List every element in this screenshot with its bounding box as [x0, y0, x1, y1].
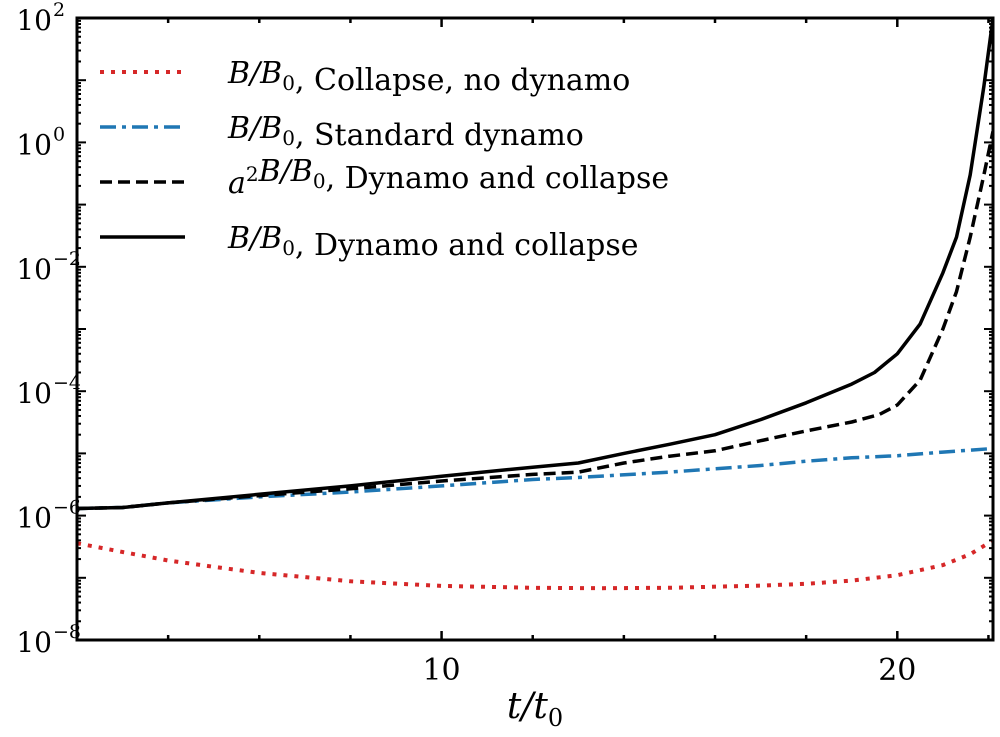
- legend: B/B0, Collapse, no dynamo B/B0, Standard …: [100, 56, 669, 263]
- y-tick-label: 10: [16, 626, 52, 659]
- series-line-3: [77, 18, 993, 511]
- legend-label-3: B/B0, Dynamo and collapse: [227, 221, 639, 263]
- x-tick-label: 20: [878, 653, 916, 688]
- legend-label-0: B/B0, Collapse, no dynamo: [227, 56, 630, 98]
- y-tick-label: 10: [16, 4, 52, 37]
- series-line-2: [77, 131, 993, 511]
- y-tick-exponent: −6: [53, 497, 81, 519]
- y-tick-exponent: −2: [53, 248, 81, 270]
- y-tick-exponent: −4: [53, 372, 81, 394]
- y-tick-label: 10: [16, 128, 52, 161]
- y-tick-label: 10: [16, 502, 52, 535]
- series-lines: [77, 18, 993, 591]
- series-line-0: [77, 538, 993, 591]
- y-tick-exponent: 0: [53, 123, 65, 145]
- y-tick-label: 10: [16, 377, 52, 410]
- x-axis-label: t/t0: [507, 686, 563, 732]
- y-tick-exponent: −8: [53, 621, 81, 643]
- plot-frame: [75, 16, 995, 642]
- x-tick-label: 10: [422, 653, 460, 688]
- legend-label-1: B/B0, Standard dynamo: [227, 111, 584, 153]
- y-tick-label: 10: [16, 253, 52, 286]
- legend-label-2: a2B/B0, Dynamo and collapse: [228, 154, 669, 201]
- y-tick-exponent: 2: [53, 0, 65, 21]
